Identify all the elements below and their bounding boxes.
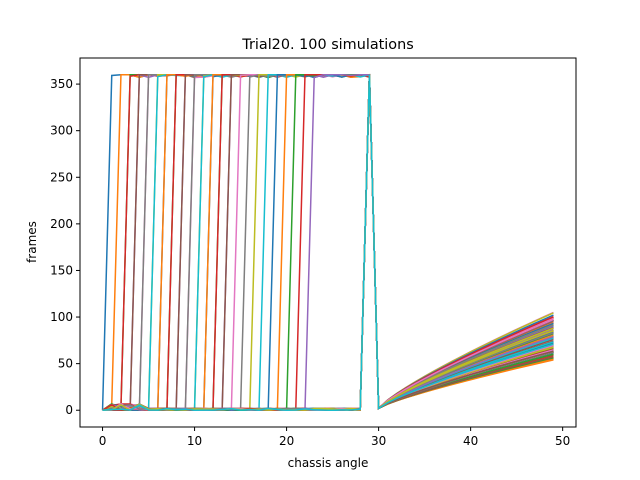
x-tick-label: 30 — [371, 434, 386, 448]
y-tick-label: 300 — [50, 124, 73, 138]
series-line — [102, 74, 554, 411]
y-tick-label: 0 — [65, 403, 73, 417]
y-tick-label: 200 — [50, 217, 73, 231]
y-tick-label: 250 — [50, 170, 73, 184]
series-line — [102, 74, 554, 411]
x-axis-label: chassis angle — [288, 456, 369, 470]
chart-title: Trial20. 100 simulations — [241, 37, 413, 53]
x-tick-label: 40 — [463, 434, 478, 448]
x-tick-label: 20 — [279, 434, 294, 448]
y-tick-label: 50 — [58, 357, 73, 371]
y-axis-label: frames — [25, 221, 39, 263]
x-axis-ticks: 0 10 20 30 40 50 — [99, 427, 570, 448]
x-tick-label: 0 — [99, 434, 107, 448]
y-axis-ticks: 0 50 100 150 200 250 300 350 — [50, 77, 80, 417]
x-tick-label: 10 — [187, 434, 202, 448]
y-tick-label: 100 — [50, 310, 73, 324]
series-layer — [101, 73, 554, 412]
y-tick-label: 350 — [50, 77, 73, 91]
x-tick-label: 50 — [555, 434, 570, 448]
plot-frame — [79, 57, 577, 428]
y-tick-label: 150 — [50, 263, 73, 277]
